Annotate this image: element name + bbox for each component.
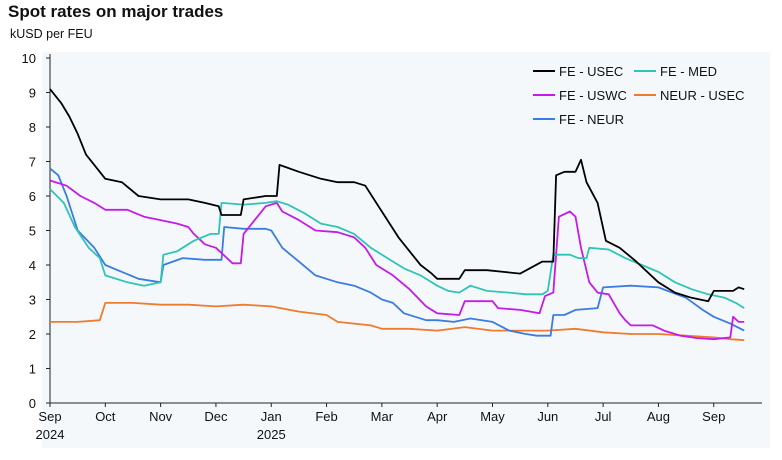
y-tick-label: 2 xyxy=(29,327,36,342)
y-tick-label: 10 xyxy=(22,51,36,66)
x-tick-year-label: 2024 xyxy=(36,427,65,442)
x-tick-label: Jun xyxy=(537,409,558,424)
x-tick-label: Mar xyxy=(371,409,394,424)
x-tick-label: May xyxy=(480,409,505,424)
x-tick-label: Dec xyxy=(204,409,228,424)
plot-area-background xyxy=(42,52,770,448)
series-line-fe-usec xyxy=(49,88,745,303)
x-tick-label: Nov xyxy=(149,409,173,424)
x-tick-label: Jan xyxy=(261,409,282,424)
y-tick-label: 9 xyxy=(29,86,36,101)
x-tick-label: Sep xyxy=(702,409,725,424)
x-tick-year-label: 2025 xyxy=(257,427,286,442)
y-tick-label: 7 xyxy=(29,155,36,170)
y-axis-unit-label: kUSD per FEU xyxy=(10,27,93,41)
legend-label: FE - USEC xyxy=(559,64,623,79)
x-tick-label: Oct xyxy=(95,409,116,424)
axes: 0 1 2 3 4 5 6 7 8 9 10 Sep 2024 Oct Nov Dec Jan 2025 Feb Ma… xyxy=(22,51,762,442)
legend-label: NEUR - USEC xyxy=(660,88,745,103)
legend-label: FE - MED xyxy=(660,64,717,79)
y-tick-label: 3 xyxy=(29,293,36,308)
chart-title: Spot rates on major trades xyxy=(8,2,224,21)
x-tick-label: Feb xyxy=(315,409,337,424)
x-tick-label: Apr xyxy=(427,409,448,424)
y-tick-label: 5 xyxy=(29,224,36,239)
series-line-fe-uswc xyxy=(49,179,745,341)
y-tick-label: 4 xyxy=(29,258,36,273)
legend-label: FE - NEUR xyxy=(559,112,624,127)
x-tick-label: Aug xyxy=(647,409,670,424)
legend: FE - USEC FE - MED FE - USWC NEUR - USEC FE … xyxy=(533,64,745,127)
series-line-neur-usec xyxy=(50,302,745,342)
y-tick-label: 8 xyxy=(29,120,36,135)
y-tick-label: 6 xyxy=(29,189,36,204)
series-line-fe-med xyxy=(49,188,745,309)
series-line-fe-neur xyxy=(49,167,745,337)
x-tick-label: Jul xyxy=(595,409,612,424)
x-tick-label: Sep xyxy=(38,409,61,424)
y-tick-label: 0 xyxy=(29,396,36,411)
series-lines xyxy=(49,88,745,342)
legend-label: FE - USWC xyxy=(559,88,627,103)
y-tick-label: 1 xyxy=(29,362,36,377)
